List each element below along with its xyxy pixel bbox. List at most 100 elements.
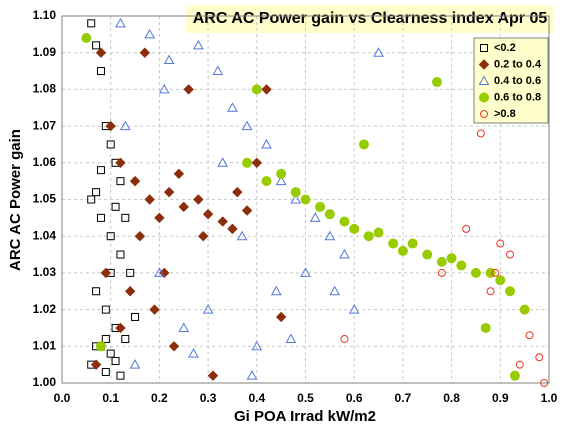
diamond-marker	[124, 286, 136, 297]
triangle-marker	[478, 75, 490, 85]
diamond-marker	[163, 186, 175, 198]
square-marker	[101, 334, 110, 343]
series-points	[81, 33, 530, 381]
circle-marker	[535, 353, 544, 362]
y-tick-label: 1.08	[33, 82, 57, 96]
y-tick-label: 1.02	[33, 302, 57, 316]
circle-marker	[373, 227, 384, 238]
y-tick-label: 1.07	[33, 118, 57, 132]
chart-title: ARC AC Power gain vs Clearness index Apr…	[193, 10, 548, 27]
triangle-marker	[348, 304, 360, 314]
plot-frame	[61, 15, 550, 384]
diamond-marker	[178, 201, 189, 213]
circle-marker	[276, 168, 287, 179]
circle-marker	[476, 129, 485, 138]
diamond-marker	[241, 205, 253, 216]
diamond-marker	[144, 194, 155, 205]
circle-marker	[339, 216, 350, 227]
circle-marker	[515, 360, 524, 369]
square-marker	[92, 41, 101, 50]
triangle-marker	[275, 175, 287, 186]
circle-marker	[486, 287, 495, 296]
triangle-marker	[202, 304, 214, 314]
x-tick-label: 0.6	[346, 391, 363, 405]
square-marker	[106, 349, 115, 358]
circle-marker	[407, 238, 418, 249]
x-tick-label: 0.2	[151, 391, 168, 405]
circle-marker	[506, 250, 515, 259]
diamond-marker	[149, 304, 160, 315]
square-marker	[96, 67, 105, 76]
y-tick-label: 1.06	[33, 155, 57, 169]
diamond-marker	[275, 311, 287, 323]
square-marker	[87, 195, 96, 204]
y-tick-label: 1.05	[33, 192, 57, 206]
diamond-marker	[139, 47, 150, 58]
diamond-marker	[115, 322, 126, 334]
y-tick-label: 1.01	[33, 338, 57, 352]
square-marker	[92, 287, 101, 296]
circle-marker	[290, 187, 301, 198]
square-marker	[96, 213, 105, 222]
legend-label: >0.8	[494, 108, 516, 120]
circle-marker	[340, 334, 349, 343]
diamond-marker	[207, 370, 219, 381]
circle-marker	[300, 194, 311, 205]
circle-marker	[456, 260, 467, 271]
triangle-marker	[285, 333, 297, 343]
circle-marker	[479, 92, 489, 103]
diamond-marker	[251, 157, 263, 169]
triangle-marker	[217, 157, 229, 167]
circle-marker	[81, 33, 92, 44]
y-tick-label: 1.09	[33, 45, 57, 59]
triangle-marker	[309, 212, 321, 222]
diamond-marker	[198, 230, 209, 242]
triangle-marker	[212, 65, 224, 76]
x-tick-label: 0.4	[248, 391, 265, 405]
circle-marker	[95, 341, 106, 352]
square-marker	[121, 334, 130, 343]
x-tick-label: 0.7	[395, 391, 412, 405]
title-box	[186, 5, 554, 33]
series-points	[90, 47, 287, 381]
diamond-marker	[100, 267, 112, 279]
diamond-marker	[134, 230, 146, 242]
circle-marker	[397, 245, 408, 256]
square-marker	[121, 213, 130, 222]
diamond-marker	[90, 359, 102, 370]
y-tick-label: 1.04	[33, 228, 57, 242]
diamond-marker	[261, 84, 272, 95]
circle-marker	[525, 331, 534, 340]
circle-marker	[519, 304, 530, 315]
circle-marker	[436, 256, 447, 267]
circle-marker	[358, 139, 369, 150]
square-marker	[92, 188, 101, 197]
square-marker	[87, 19, 96, 28]
circle-marker	[324, 209, 335, 220]
triangle-marker	[329, 285, 341, 296]
triangle-marker	[261, 138, 272, 149]
legend-label: <0.2	[494, 42, 516, 54]
square-marker	[96, 166, 105, 175]
triangle-marker	[158, 83, 170, 94]
circle-marker	[462, 224, 471, 233]
circle-marker	[388, 238, 399, 249]
circle-marker	[480, 322, 491, 333]
x-tick-label: 1.0	[541, 391, 558, 405]
diamond-marker	[168, 341, 180, 352]
triangle-marker	[115, 17, 126, 28]
circle-marker	[496, 239, 505, 248]
circle-marker	[509, 370, 520, 381]
square-marker	[116, 371, 125, 380]
triangle-marker	[241, 120, 253, 131]
circle-marker	[470, 267, 481, 278]
square-marker	[116, 250, 125, 259]
series-points	[340, 129, 549, 387]
diamond-marker	[193, 194, 204, 205]
square-marker	[106, 232, 115, 241]
circle-marker	[422, 249, 433, 260]
square-marker	[101, 305, 110, 314]
y-axis-label: ARC AC Power gain	[7, 129, 24, 271]
